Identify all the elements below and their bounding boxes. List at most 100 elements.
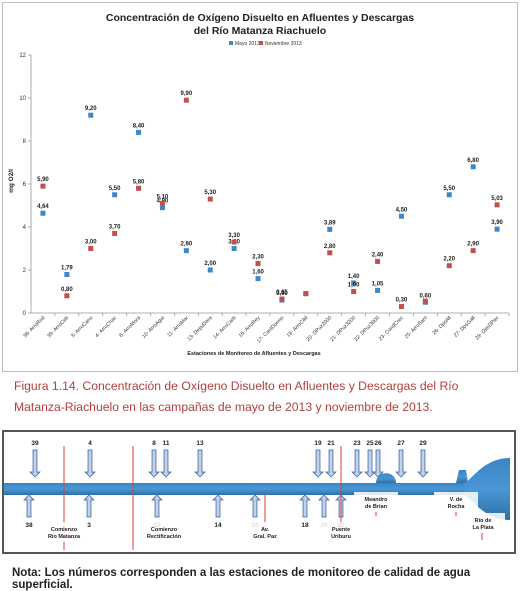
oxygen-chart: Concentración de Oxígeno Disuelto en Afl… — [8, 12, 510, 357]
station-label-bottom: 18 — [301, 522, 309, 529]
point-mayo — [207, 267, 213, 273]
station-arrow-top — [194, 449, 206, 478]
chart-title-line1: Concentración de Oxígeno Disuelto en Afl… — [106, 12, 414, 24]
station-arrow-bottom — [299, 494, 311, 518]
chart-title-line2: del Río Matanza Riachuelo — [194, 25, 326, 37]
label-puente-uriburu-line2: Uriburu — [331, 534, 351, 540]
label-rio-plata-line2: La Plata — [472, 525, 494, 531]
station-label-bottom: 38 — [25, 522, 33, 529]
data-label-mayo: 6,80 — [467, 158, 479, 164]
station-arrow-bottom — [83, 494, 95, 518]
point-mayo — [470, 164, 476, 170]
point-noviembre — [494, 202, 500, 208]
point-mayo — [351, 280, 357, 286]
data-label-noviembre: 2,80 — [324, 244, 336, 250]
point-noviembre — [351, 289, 357, 294]
data-label-noviembre: 2,90 — [467, 242, 479, 248]
x-tick-label: 22- DPuz3900 — [353, 315, 381, 343]
point-mayo — [255, 276, 261, 282]
station-label-top: 4 — [88, 440, 92, 447]
y-tick-label: 6 — [23, 182, 27, 188]
chart-container: Concentración de Oxígeno Disuelto en Afl… — [2, 2, 518, 372]
point-mayo — [327, 226, 333, 232]
data-label-mayo: 8,40 — [133, 123, 145, 129]
legend-marker-noviembre — [259, 41, 263, 45]
station-label-top: 13 — [196, 440, 204, 447]
river-diagram-svg: 3948111319212325262729383101416182022Com… — [4, 440, 510, 550]
point-noviembre — [136, 185, 142, 191]
label-av-gral-paz-bg — [243, 522, 287, 542]
point-noviembre — [159, 200, 165, 206]
station-arrow-top — [364, 449, 376, 478]
data-label-noviembre: 2,40 — [372, 252, 384, 258]
x-tick-label: 27- DpsGall — [453, 315, 477, 339]
point-noviembre — [446, 263, 452, 269]
river-channel — [4, 483, 464, 495]
station-arrow-top — [372, 449, 384, 478]
x-tick-label: 13- DepuDera — [186, 315, 213, 342]
label-comienzo-rectificacion-line2: Rectificación — [147, 534, 182, 540]
data-label-noviembre: 3,00 — [85, 240, 97, 246]
label-meandro-brian-line1: Meandro — [365, 497, 389, 503]
data-label-mayo: 1,60 — [252, 270, 264, 276]
label-rio-plata-bg — [461, 513, 505, 533]
station-arrow-top — [84, 449, 96, 478]
station-arrow-top — [395, 449, 407, 478]
rocha-bump — [456, 470, 468, 483]
x-tick-label: 11- ArroMar — [166, 315, 190, 339]
label-v-rocha-line2: Rocha — [448, 504, 466, 510]
station-arrow-bottom — [249, 494, 261, 518]
y-tick-label: 0 — [23, 311, 27, 317]
point-noviembre — [88, 246, 94, 251]
x-tick-label: 19- ArroCild — [286, 315, 310, 339]
x-tick-label: 25- ArroSant — [404, 315, 429, 340]
data-label-noviembre: 5,80 — [133, 179, 145, 185]
data-label-noviembre: 9,90 — [181, 91, 193, 97]
x-tick-label: 3- ArroCanu — [70, 315, 94, 339]
data-label-noviembre: 1,00 — [348, 283, 360, 289]
x-tick-label: 38- ArroRod — [22, 315, 46, 339]
data-label-mayo: 9,20 — [85, 106, 97, 112]
point-mayo — [398, 213, 404, 219]
point-mayo — [231, 246, 237, 251]
legend-label-mayo: Mayo 2013 — [235, 41, 260, 47]
legend-label-noviembre: Noviembre 2013 — [265, 41, 302, 47]
station-label-top: 21 — [327, 440, 335, 447]
point-noviembre — [375, 258, 381, 264]
station-arrow-bottom — [212, 494, 224, 518]
point-noviembre — [470, 248, 476, 254]
data-label-noviembre: 5,90 — [37, 177, 49, 183]
label-puente-uriburu-bg — [319, 522, 363, 542]
point-mayo — [375, 287, 381, 293]
point-mayo — [159, 205, 165, 211]
data-label-mayo: 5,50 — [443, 186, 455, 192]
station-label-bottom: 14 — [214, 522, 222, 529]
label-rio-plata-line1: Río de — [475, 518, 492, 524]
station-arrow-bottom — [23, 494, 35, 518]
x-tick-label: 26- DpsAll — [431, 315, 452, 336]
data-label-mayo: 4,50 — [396, 207, 408, 213]
point-noviembre — [183, 97, 189, 103]
station-label-bottom: 3 — [87, 522, 91, 529]
data-label-noviembre: 5,10 — [157, 194, 169, 200]
data-label-mayo: 3,89 — [324, 220, 336, 226]
station-label-top: 26 — [374, 440, 382, 447]
label-v-rocha-bg — [434, 492, 478, 512]
data-label-mayo: 2,00 — [204, 261, 216, 267]
point-mayo — [494, 226, 500, 232]
data-label-mayo: 3,90 — [491, 220, 503, 226]
point-mayo — [112, 192, 118, 198]
data-label-mayo: 1,79 — [61, 266, 73, 272]
point-noviembre — [255, 261, 261, 267]
y-axis-label: mg O2/l — [8, 169, 15, 193]
data-label-noviembre: 0,80 — [61, 287, 73, 293]
point-noviembre — [327, 250, 333, 256]
point-noviembre — [112, 230, 118, 236]
data-label-noviembre: 2,30 — [252, 255, 264, 261]
label-comienzo-rectificacion-bg — [142, 522, 186, 542]
station-arrow-bottom — [318, 494, 330, 518]
station-label-top: 8 — [152, 440, 156, 447]
data-label-noviembre: 3,30 — [228, 233, 240, 239]
point-noviembre — [398, 304, 404, 310]
data-label-mayo: 1,05 — [372, 281, 384, 287]
